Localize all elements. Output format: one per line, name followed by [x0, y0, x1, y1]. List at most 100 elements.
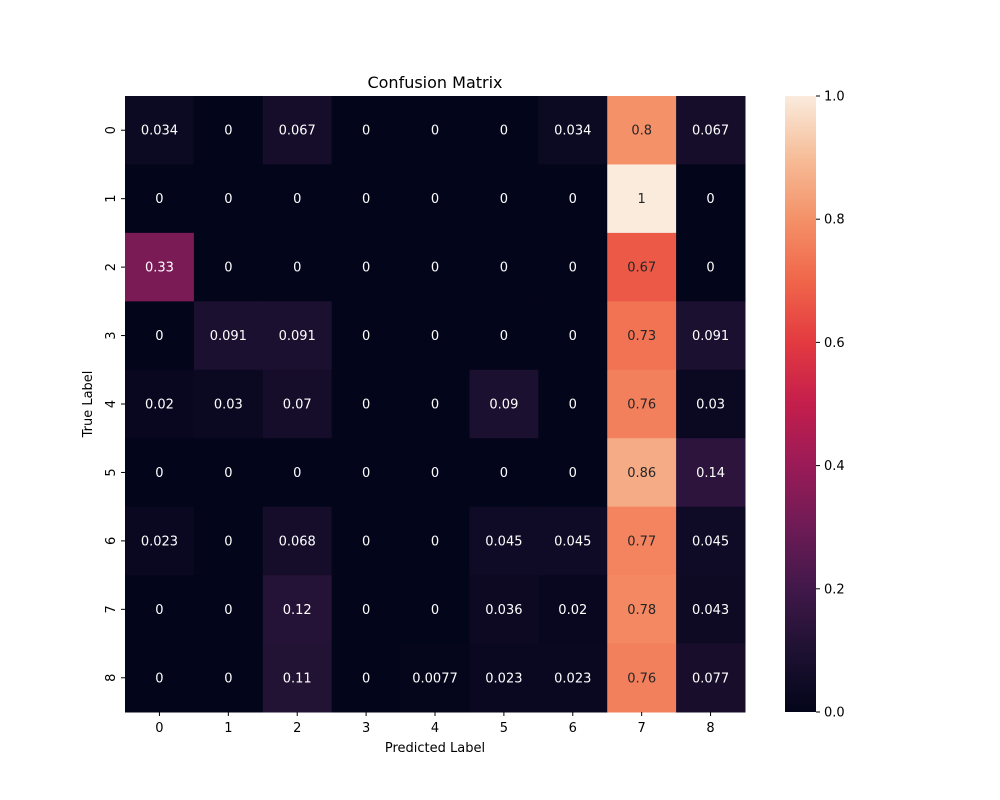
y-tick-label: 8 [104, 674, 119, 682]
heatmap-cell [193, 301, 264, 371]
cell-value-label: 0.73 [627, 329, 656, 344]
colorbar-tick-label: 0.0 [824, 706, 845, 721]
cell-value-label: 0 [500, 329, 508, 344]
heatmap-cell [331, 643, 402, 713]
cell-value-label: 0.07 [283, 398, 312, 413]
cell-value-label: 0.12 [283, 603, 312, 618]
heatmap-cell [676, 438, 746, 508]
y-tick-label: 3 [104, 331, 119, 339]
heatmap-cell [125, 232, 195, 302]
heatmap-cell [400, 643, 470, 713]
heatmap-cell [400, 575, 470, 645]
cell-value-label: 0 [362, 398, 370, 413]
heatmap-cell [469, 96, 539, 165]
heatmap-cell [607, 164, 677, 234]
heatmap-cell [469, 438, 539, 508]
heatmap-cell [538, 301, 608, 371]
heatmap-grid: 0.034 0 0.067 0 0 0 0.034 0.8 0.067 0 0 0 0 0 0 0 1 0 0.33… [125, 96, 746, 713]
cell-value-label: 0 [569, 329, 577, 344]
cell-value-label: 0.091 [692, 329, 729, 344]
heatmap-cell [607, 506, 677, 576]
cell-value-label: 0 [224, 124, 232, 139]
cell-value-label: 0 [362, 124, 370, 139]
heatmap-cell [193, 164, 264, 234]
heatmap-cell [331, 164, 402, 234]
cell-value-label: 0 [362, 603, 370, 618]
cell-value-label: 0.067 [279, 124, 316, 139]
cell-value-label: 0 [431, 192, 439, 207]
heatmap-cell [676, 575, 746, 645]
cell-value-label: 0 [362, 671, 370, 686]
y-tick-label: 1 [104, 195, 119, 203]
cell-value-label: 0.077 [692, 671, 729, 686]
cell-value-label: 0 [431, 603, 439, 618]
cell-value-label: 0.034 [554, 124, 591, 139]
heatmap-cell [400, 301, 470, 371]
heatmap-cell [538, 506, 608, 576]
cell-value-label: 0 [155, 603, 163, 618]
cell-value-label: 0 [293, 466, 301, 481]
cell-value-label: 0.78 [627, 603, 656, 618]
x-tick-label: 1 [224, 721, 232, 736]
x-tick-label: 2 [293, 721, 301, 736]
heatmap-cell [469, 164, 539, 234]
heatmap-cell [538, 164, 608, 234]
heatmap-cell [193, 575, 264, 645]
y-tick-label: 5 [104, 468, 119, 476]
cell-value-label: 0 [706, 261, 714, 276]
heatmap-cell [676, 96, 746, 165]
cell-value-label: 0 [224, 192, 232, 207]
cell-value-label: 0.034 [141, 124, 178, 139]
colorbar-tick-label: 1.0 [824, 90, 845, 105]
colorbar-tick-label: 0.2 [824, 582, 845, 597]
heatmap-cell [676, 643, 746, 713]
cell-value-label: 0.76 [627, 671, 656, 686]
cell-value-label: 0.14 [696, 466, 725, 481]
cell-value-label: 0 [293, 261, 301, 276]
heatmap-cell [607, 438, 677, 508]
heatmap-cell [469, 643, 539, 713]
heatmap-cell [469, 301, 539, 371]
heatmap-cell [607, 643, 677, 713]
heatmap-cell [538, 369, 608, 439]
heatmap-cell [400, 96, 470, 165]
heatmap-cell [538, 575, 608, 645]
heatmap-cell [469, 369, 539, 439]
cell-value-label: 0 [431, 329, 439, 344]
cell-value-label: 0 [362, 261, 370, 276]
cell-value-label: 0.67 [627, 261, 656, 276]
cell-value-label: 0.03 [696, 398, 725, 413]
colorbar-tick-label: 0.6 [824, 336, 845, 351]
heatmap-cell [125, 575, 195, 645]
cell-value-label: 0 [431, 398, 439, 413]
heatmap-cell [676, 301, 746, 371]
heatmap-cell [262, 96, 333, 165]
heatmap-cell [538, 643, 608, 713]
cell-value-label: 0 [155, 192, 163, 207]
cell-value-label: 0.33 [145, 261, 174, 276]
heatmap-cell [193, 643, 264, 713]
heatmap-cell [331, 575, 402, 645]
cell-value-label: 0 [706, 192, 714, 207]
heatmap-cell [331, 438, 402, 508]
cell-value-label: 0 [293, 192, 301, 207]
cell-value-label: 0.77 [627, 534, 656, 549]
cell-value-label: 0.045 [692, 534, 729, 549]
cell-value-label: 0.043 [692, 603, 729, 618]
cell-value-label: 0 [431, 261, 439, 276]
heatmap-cell [262, 164, 333, 234]
heatmap-cell [125, 506, 195, 576]
heatmap-cell [400, 438, 470, 508]
cell-value-label: 0 [569, 261, 577, 276]
heatmap-cell [469, 506, 539, 576]
cell-value-label: 0 [362, 329, 370, 344]
heatmap-cell [262, 301, 333, 371]
x-tick-label: 4 [431, 721, 439, 736]
cell-value-label: 0 [224, 603, 232, 618]
cell-value-label: 0 [224, 671, 232, 686]
cell-value-label: 0 [500, 466, 508, 481]
cell-value-label: 0 [500, 261, 508, 276]
heatmap-cell [193, 96, 264, 165]
cell-value-label: 0.045 [485, 534, 522, 549]
